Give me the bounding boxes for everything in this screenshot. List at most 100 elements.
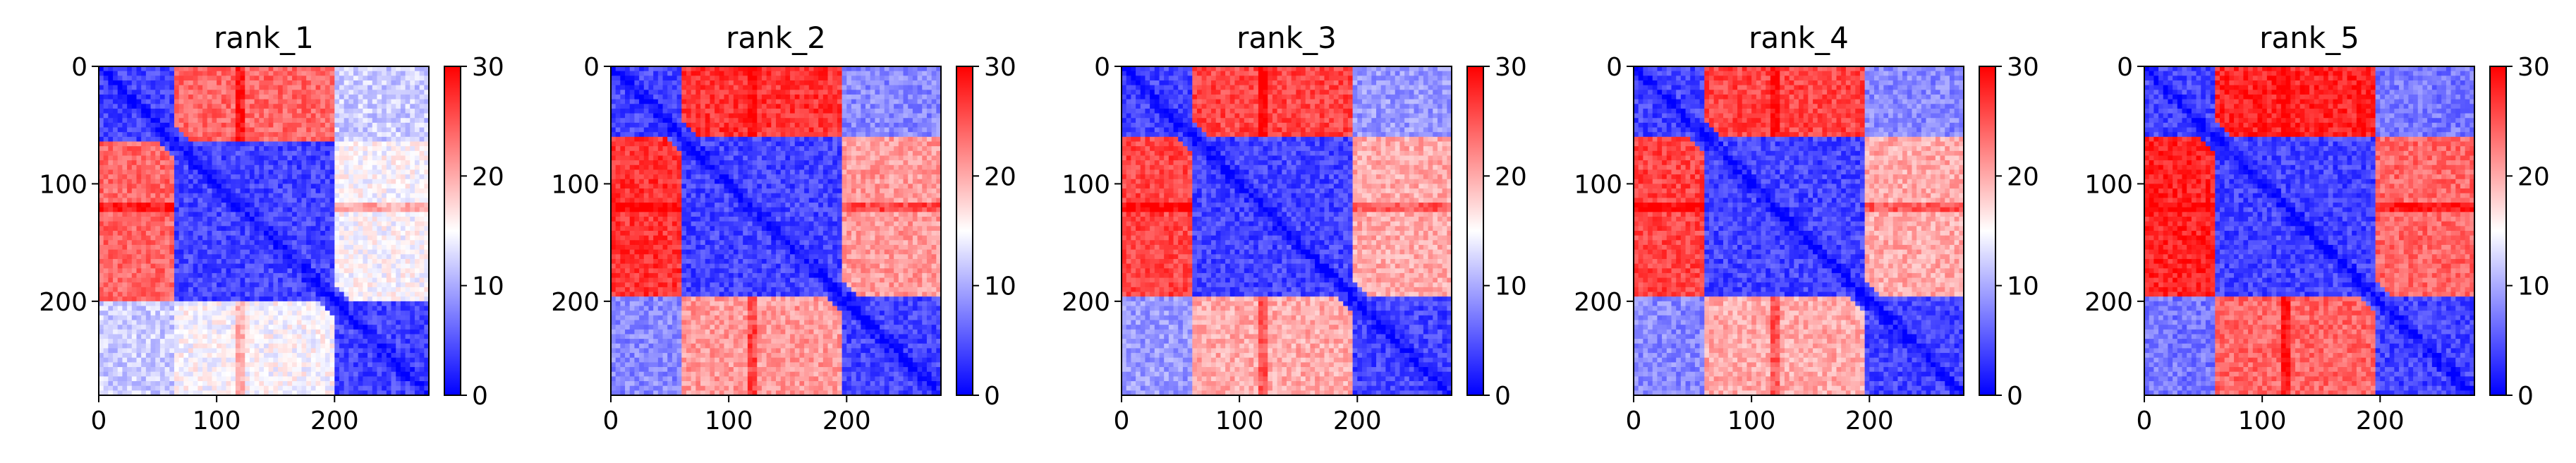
heatmap-cell [320, 301, 326, 307]
heatmap-cell [131, 306, 138, 311]
heatmap-cell [400, 127, 406, 133]
heatmap-cell [372, 207, 378, 212]
heatmap-cell [334, 385, 340, 391]
heatmap-cell [329, 268, 335, 274]
heatmap-cell [183, 376, 189, 382]
heatmap-cell [306, 118, 312, 124]
heatmap-cell [339, 301, 345, 307]
heatmap-cell [296, 287, 303, 293]
heatmap-cell [372, 71, 378, 76]
heatmap-cell [164, 184, 170, 189]
heatmap-cell [329, 306, 335, 311]
heatmap-cell [292, 376, 298, 382]
heatmap-cell [178, 203, 184, 208]
heatmap-cell [108, 150, 114, 157]
heatmap-cell [324, 291, 331, 297]
heatmap-cell [306, 235, 312, 241]
heatmap-cell [108, 108, 114, 114]
heatmap-cell [292, 311, 298, 316]
heatmap-cell [282, 198, 288, 203]
heatmap-cell [278, 244, 284, 251]
heatmap-cell [377, 132, 382, 138]
heatmap-cell [127, 353, 133, 359]
heatmap-cell [424, 258, 429, 265]
heatmap-cell [136, 254, 142, 260]
heatmap-cell [372, 357, 378, 363]
heatmap-cell [306, 108, 312, 114]
heatmap-cell [245, 362, 250, 368]
heatmap-cell [386, 268, 392, 274]
heatmap-cell [183, 99, 189, 104]
heatmap-cell [113, 258, 119, 265]
heatmap-cell [292, 390, 298, 395]
heatmap-cell [122, 376, 128, 382]
heatmap-cell [358, 268, 363, 274]
heatmap-cell [240, 226, 245, 232]
heatmap-cell [259, 258, 265, 265]
heatmap-cell [103, 249, 109, 255]
heatmap-cell [254, 71, 260, 76]
heatmap-cell [410, 306, 415, 311]
heatmap-cell [324, 296, 331, 302]
heatmap-cell [198, 320, 203, 325]
heatmap-cell [231, 301, 236, 307]
heatmap-cell [113, 198, 119, 203]
heatmap-cell [414, 334, 420, 339]
heatmap-cell [108, 71, 114, 76]
heatmap-cell [155, 76, 161, 81]
heatmap-cell [103, 301, 109, 307]
heatmap-cell [424, 315, 429, 321]
heatmap-cell [259, 71, 265, 76]
heatmap-cell [178, 390, 184, 395]
heatmap-cell [127, 193, 133, 198]
heatmap-cell [410, 381, 415, 387]
heatmap-cell [235, 90, 241, 95]
heatmap-cell [113, 188, 119, 194]
heatmap-cell [324, 315, 331, 321]
heatmap-cell [164, 141, 170, 147]
heatmap-cell [414, 291, 420, 297]
heatmap-cell [287, 334, 293, 339]
heatmap-cell [202, 113, 208, 119]
heatmap-cell [188, 385, 194, 391]
heatmap-cell [396, 231, 401, 236]
heatmap-cell [249, 325, 255, 330]
heatmap-cell [202, 334, 208, 339]
heatmap-cell [136, 174, 142, 180]
heatmap-cell [363, 258, 368, 265]
heatmap-cell [273, 184, 279, 189]
heatmap-cell [183, 226, 189, 232]
heatmap-cell [657, 66, 664, 72]
heatmap-cell [358, 207, 363, 212]
heatmap-cell [405, 198, 411, 203]
heatmap-cell [103, 226, 109, 232]
heatmap-cell [226, 357, 231, 363]
heatmap-cell [301, 104, 307, 109]
heatmap-cell [400, 277, 406, 283]
heatmap-cell [329, 315, 335, 321]
heatmap-cell [259, 385, 265, 391]
heatmap-cell [296, 132, 303, 138]
heatmap-cell [122, 254, 128, 260]
heatmap-cell [405, 127, 411, 133]
heatmap-cell [424, 226, 429, 232]
heatmap-cell [136, 381, 142, 387]
heatmap-cell [264, 132, 269, 138]
heatmap-cell [268, 179, 274, 185]
heatmap-cell [344, 188, 349, 194]
heatmap-cell [382, 268, 387, 274]
heatmap-cell [169, 353, 175, 359]
heatmap-cell [259, 254, 265, 260]
heatmap-cell [254, 207, 260, 212]
heatmap-cell [329, 362, 335, 368]
heatmap-cell [287, 357, 293, 363]
heatmap-cell [145, 371, 152, 377]
heatmap-cell [320, 249, 326, 255]
heatmap-cell [159, 118, 166, 124]
heatmap-cell [752, 66, 758, 72]
heatmap-cell [155, 311, 161, 316]
heatmap-cell [202, 217, 208, 222]
heatmap-cell [169, 226, 175, 232]
heatmap-cell [240, 221, 245, 227]
heatmap-cell [188, 184, 194, 189]
